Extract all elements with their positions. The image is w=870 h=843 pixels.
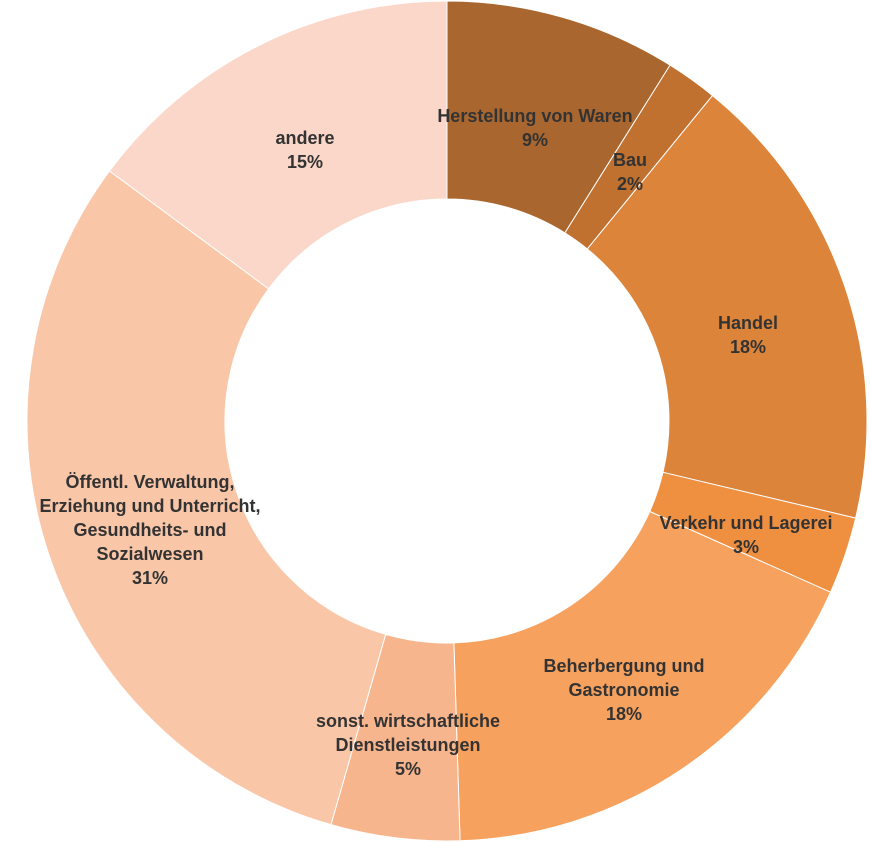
slice	[453, 510, 832, 842]
category-name: sonst. wirtschaftliche Dienstleistungen	[315, 711, 501, 755]
slice-label: Handel 18%	[688, 311, 808, 359]
value-label: 15%	[286, 152, 324, 172]
slice-label: Herstellung von Waren 9%	[395, 104, 675, 152]
category-name: Verkehr und Lagerei	[659, 513, 833, 533]
value-label: 9%	[521, 130, 548, 150]
slice-label: Öffentl. Verwaltung, Erziehung und Unter…	[25, 470, 275, 590]
slice-label: Beherbergung und Gastronomie 18%	[519, 654, 729, 726]
slice	[26, 170, 387, 826]
category-name: Bau	[612, 150, 647, 170]
category-name: Handel	[717, 313, 778, 333]
slice-label: Verkehr und Lagerei 3%	[631, 511, 861, 559]
value-label: 3%	[732, 537, 759, 557]
value-label: 2%	[616, 174, 643, 194]
category-name: Herstellung von Waren	[437, 106, 633, 126]
slice-label: Bau 2%	[600, 148, 660, 196]
category-name: Beherbergung und Gastronomie	[543, 656, 705, 700]
category-name: Öffentl. Verwaltung, Erziehung und Unter…	[39, 472, 261, 564]
value-label: 18%	[605, 704, 643, 724]
slice-label: sonst. wirtschaftliche Dienstleistungen 5…	[283, 709, 533, 781]
value-label: 5%	[394, 759, 421, 779]
slice	[108, 0, 448, 290]
slice	[586, 94, 868, 519]
value-label: 31%	[131, 568, 169, 588]
value-label: 18%	[729, 337, 767, 357]
category-name: andere	[275, 128, 335, 148]
slice-label: andere 15%	[245, 126, 365, 174]
